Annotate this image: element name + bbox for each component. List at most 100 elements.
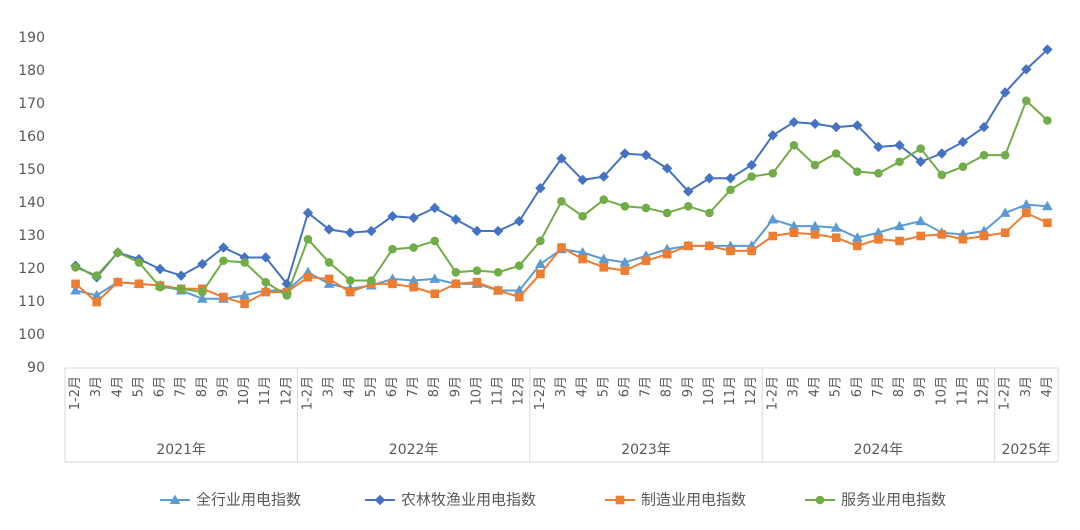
y-tick-label: 160: [18, 129, 45, 145]
point: [324, 274, 334, 284]
point: [874, 235, 883, 244]
x-tick-label: 10月: [702, 376, 717, 406]
point: [767, 213, 779, 224]
point: [767, 130, 778, 141]
point: [830, 121, 842, 133]
point: [640, 149, 652, 161]
x-tick-label: 7月: [871, 376, 886, 397]
point: [282, 291, 292, 300]
x-group-label: 2021年: [156, 442, 206, 458]
point: [705, 241, 714, 251]
x-tick-label: 5月: [364, 376, 379, 397]
x-tick-label: 12月: [279, 376, 294, 406]
point: [219, 292, 228, 302]
point: [218, 242, 229, 253]
legend-item: 服务业用电指数: [805, 491, 946, 509]
legend-label: 服务业用电指数: [841, 491, 946, 509]
point: [725, 173, 736, 184]
point: [895, 236, 904, 246]
x-tick-label: 7月: [174, 376, 189, 397]
point: [71, 263, 80, 272]
point: [1020, 199, 1032, 209]
point: [197, 258, 208, 270]
point: [915, 215, 927, 226]
y-tick-label: 100: [18, 327, 45, 343]
point: [155, 282, 165, 292]
point: [852, 167, 862, 176]
point: [514, 215, 525, 227]
point: [196, 293, 208, 303]
point: [70, 284, 81, 295]
x-tick-label: 6月: [153, 376, 168, 397]
point: [430, 236, 440, 246]
point: [578, 211, 587, 221]
point: [366, 225, 377, 237]
point: [619, 256, 631, 267]
series: [71, 96, 1052, 300]
x-tick-label: 3月: [786, 376, 801, 397]
x-tick-label: 9月: [681, 376, 696, 397]
point: [978, 121, 990, 133]
legend-item: 全行业用电指数: [160, 491, 301, 509]
x-tick-label: 4月: [575, 376, 590, 397]
legend-label: 农林牧渔业用电指数: [401, 491, 536, 509]
legend-item: 制造业用电指数: [605, 491, 746, 509]
point: [176, 284, 186, 294]
point: [809, 118, 821, 130]
point: [472, 266, 482, 275]
point: [704, 173, 715, 184]
y-tick-label: 190: [18, 30, 45, 46]
x-tick-label: 9月: [216, 376, 231, 397]
point: [303, 272, 313, 282]
point: [894, 220, 905, 231]
x-tick-label: 4月: [343, 376, 358, 397]
point: [661, 163, 673, 174]
point: [958, 235, 968, 244]
point: [999, 207, 1011, 217]
x-group-label: 2023年: [621, 442, 671, 458]
legend-marker: [374, 494, 386, 506]
point: [831, 233, 841, 242]
x-tick-label: 10月: [934, 376, 949, 406]
point: [599, 195, 609, 204]
x-tick-label: 3月: [554, 376, 569, 397]
point: [154, 263, 166, 275]
x-tick-label: 5月: [131, 376, 146, 397]
point: [303, 235, 313, 244]
point: [683, 241, 693, 251]
legend-item: 农林牧渔业用电指数: [365, 491, 536, 509]
point: [1000, 150, 1010, 160]
point: [345, 227, 356, 238]
point: [472, 277, 482, 287]
point: [450, 214, 462, 225]
point: [408, 212, 419, 224]
point: [388, 244, 397, 254]
point: [620, 266, 630, 275]
y-tick-label: 130: [18, 228, 45, 244]
point: [620, 202, 630, 211]
x-tick-label: 1-2月: [300, 376, 315, 410]
point: [958, 162, 968, 171]
point: [388, 279, 397, 289]
point: [514, 292, 524, 302]
point: [409, 282, 418, 292]
point: [874, 169, 883, 178]
point: [175, 270, 187, 281]
point: [937, 230, 947, 239]
point: [726, 185, 735, 195]
point: [1042, 44, 1053, 55]
y-tick-label: 170: [18, 96, 45, 112]
x-tick-label: 6月: [617, 376, 632, 397]
x-tick-label: 8月: [892, 376, 907, 397]
point: [71, 279, 80, 289]
point: [916, 144, 925, 153]
point: [578, 254, 587, 264]
point: [92, 271, 101, 280]
x-tick-label: 8月: [427, 376, 442, 397]
point: [852, 120, 863, 131]
x-tick-label: 1-2月: [998, 376, 1013, 410]
point: [345, 287, 355, 297]
point: [514, 261, 524, 271]
x-tick-label: 10月: [469, 376, 484, 406]
